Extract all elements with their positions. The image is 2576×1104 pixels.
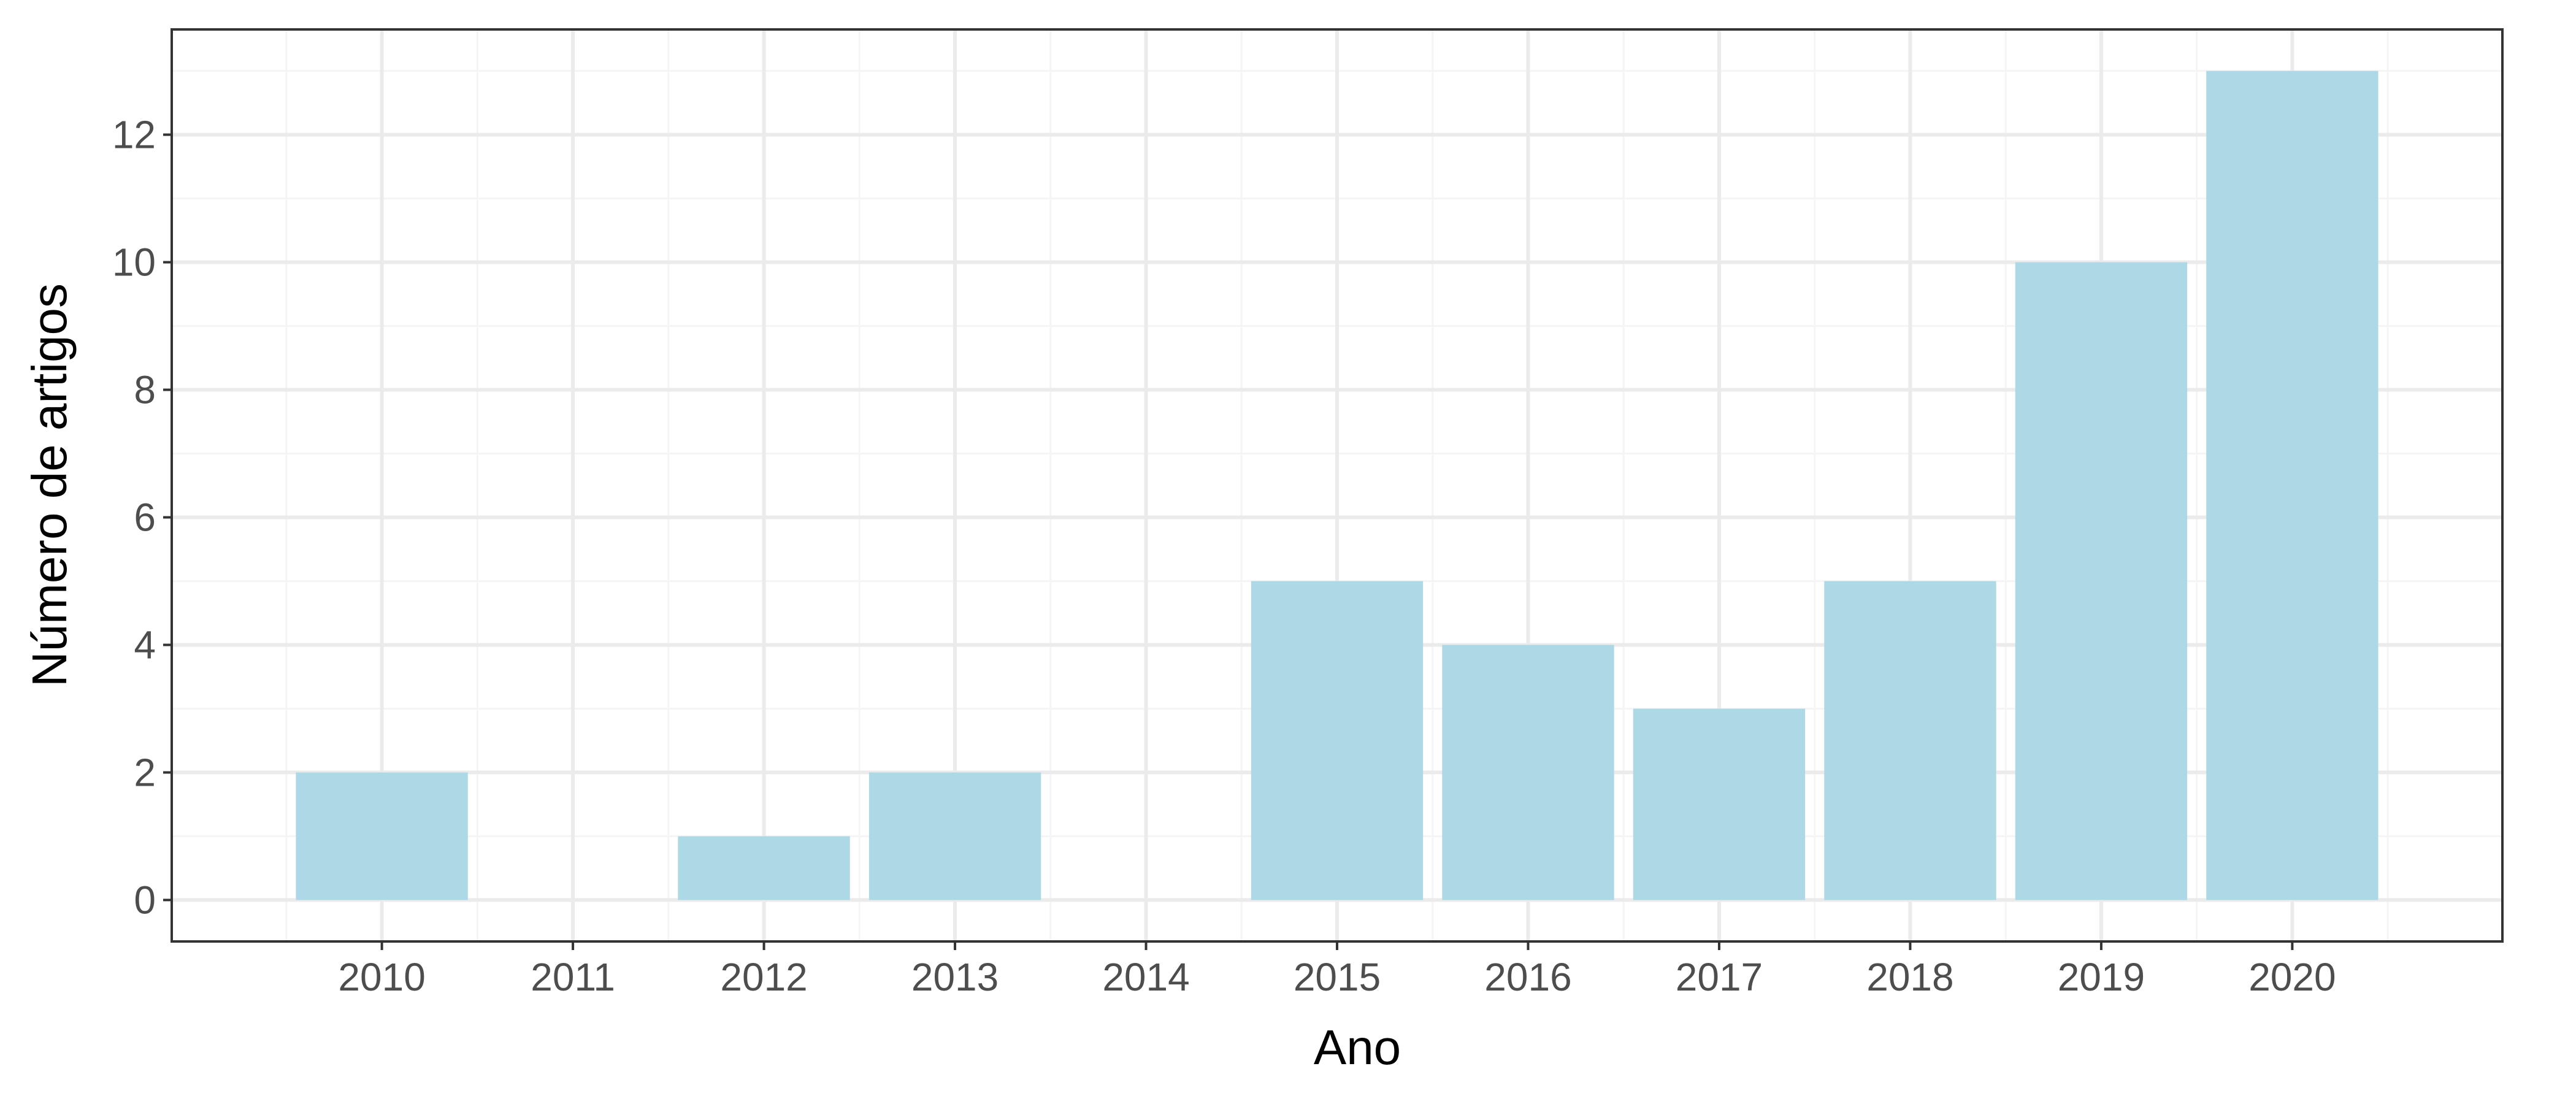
x-tick-label: 2010 xyxy=(338,955,425,999)
y-axis-ticks: 0 2 4 6 8 10 12 xyxy=(112,113,172,922)
x-tick-label: 2011 xyxy=(531,955,615,999)
bars xyxy=(296,71,2379,900)
bar-2015 xyxy=(1251,581,1424,900)
x-tick-label: 2014 xyxy=(1102,955,1189,999)
y-tick-label: 0 xyxy=(134,878,156,922)
y-tick-label: 2 xyxy=(134,750,156,794)
y-tick-label: 8 xyxy=(134,368,156,412)
x-tick-label: 2016 xyxy=(1484,955,1571,999)
x-tick-label: 2015 xyxy=(1294,955,1381,999)
bar-2010 xyxy=(296,772,468,900)
bar-2012 xyxy=(678,836,850,900)
bar-2017 xyxy=(1633,708,1806,900)
x-axis-title: Ano xyxy=(1314,1020,1401,1075)
x-tick-label: 2013 xyxy=(911,955,999,999)
y-tick-label: 10 xyxy=(112,240,156,285)
x-tick-label: 2019 xyxy=(2058,955,2145,999)
y-axis-title: Número de artigos xyxy=(22,283,77,687)
bar-2018 xyxy=(1824,581,1996,900)
y-tick-label: 12 xyxy=(112,113,156,157)
y-tick-label: 6 xyxy=(134,495,156,539)
x-tick-label: 2018 xyxy=(1866,955,1953,999)
x-tick-label: 2012 xyxy=(720,955,807,999)
bar-2019 xyxy=(2015,262,2188,900)
y-tick-label: 4 xyxy=(134,623,156,667)
x-tick-label: 2020 xyxy=(2248,955,2336,999)
bar-2013 xyxy=(868,772,1041,900)
bar-2020 xyxy=(2206,71,2379,900)
x-axis-ticks: 2010 2011 2012 2013 2014 2015 2016 2017 2018 2019… xyxy=(338,941,2336,999)
x-tick-label: 2017 xyxy=(1676,955,1763,999)
bar-2016 xyxy=(1442,645,1614,900)
